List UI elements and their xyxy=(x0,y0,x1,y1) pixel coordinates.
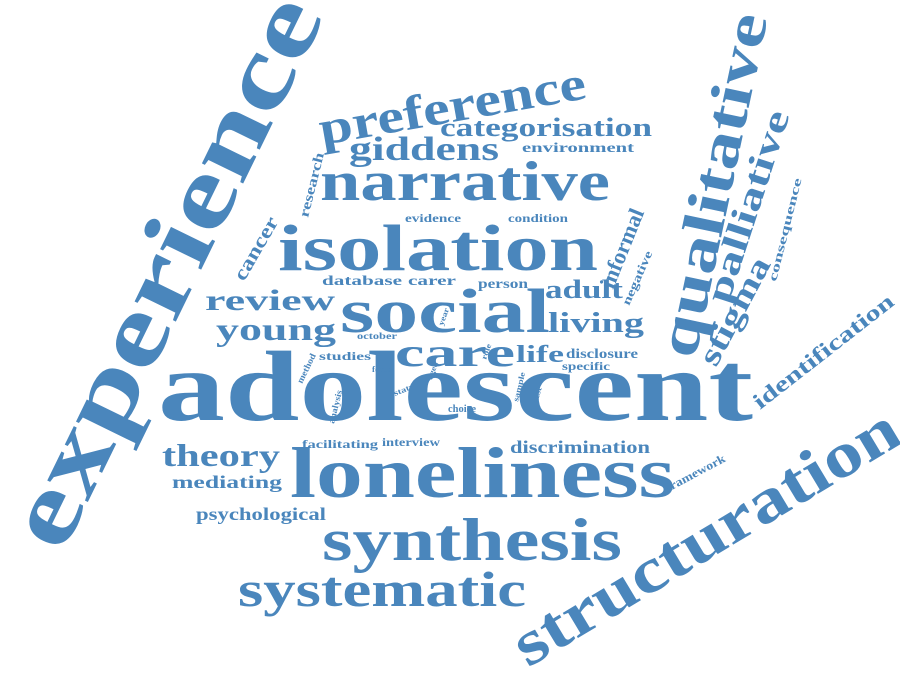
word-theory: theory xyxy=(162,437,280,473)
word-person: person xyxy=(478,277,528,292)
word-social: social xyxy=(340,278,550,346)
word-narrative: narrative xyxy=(320,151,610,213)
word-giddens: giddens xyxy=(349,131,499,168)
word-loneliness: loneliness xyxy=(290,433,675,513)
word-life: life xyxy=(516,342,565,368)
word-condition: condition xyxy=(508,211,568,225)
word-care: care xyxy=(395,330,515,375)
word-categorisation: categorisation xyxy=(440,113,653,142)
word-studies: studies xyxy=(319,349,371,363)
word-database: database xyxy=(322,274,402,289)
word-disclosure: disclosure xyxy=(566,347,638,362)
word-specific: specific xyxy=(562,359,611,373)
word-discrimination: discrimination xyxy=(510,437,650,457)
word-mediating: mediating xyxy=(172,472,282,492)
word-evidence: evidence xyxy=(405,211,462,225)
word-focus: focus xyxy=(372,365,392,374)
word-choice: choice xyxy=(448,404,477,415)
word-review: review xyxy=(205,284,336,317)
word-adolescent: adolescent xyxy=(158,331,753,442)
word-adult: adult xyxy=(545,275,623,304)
word-young: young xyxy=(216,311,336,347)
word-isolation: isolation xyxy=(278,212,598,285)
word-systematic: systematic xyxy=(238,561,526,617)
word-environment: environment xyxy=(522,141,634,156)
word-synthesis: synthesis xyxy=(322,507,622,573)
word-carer: carer xyxy=(408,274,456,289)
word-facilitating: facilitating xyxy=(302,437,378,451)
word-psychological: psychological xyxy=(196,504,326,524)
word-october: october xyxy=(357,331,397,341)
word-interview: interview xyxy=(382,435,440,449)
word-living: living xyxy=(548,308,644,339)
